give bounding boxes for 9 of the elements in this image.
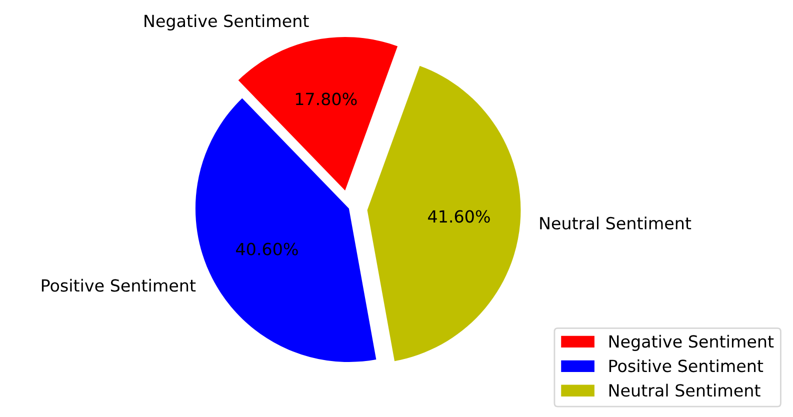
slice-label: Positive Sentiment (42, 278, 196, 292)
legend-label: Neutral Sentiment (609, 384, 760, 397)
legend-label: Negative Sentiment (609, 334, 774, 351)
data-label: 40.60% (236, 242, 298, 256)
legend-label: Positive Sentiment (609, 359, 764, 372)
slice-label: Negative Sentiment (144, 14, 309, 30)
slice-label: Neutral Sentiment (540, 216, 692, 230)
data-label: 41.60% (428, 210, 490, 223)
data-label: 17.80% (296, 92, 357, 106)
